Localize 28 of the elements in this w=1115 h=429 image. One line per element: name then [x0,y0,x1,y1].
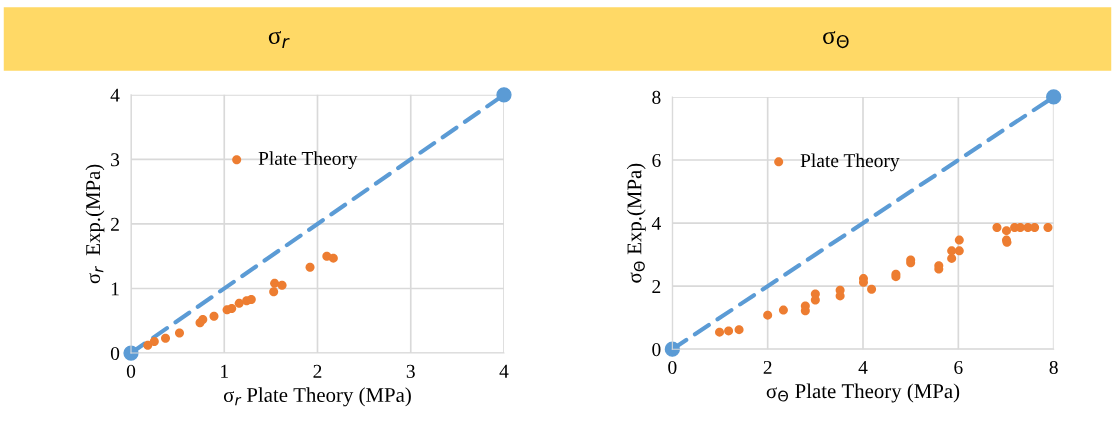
x-tick-label: 2 [763,360,772,374]
x-tick-label: 3 [406,364,415,378]
y-tick-label: 6 [652,153,661,167]
y-tick-label: 3 [111,153,120,167]
y-tick-label: 2 [111,217,119,231]
x-tick-label: 4 [858,361,868,374]
y-tick-label: 4 [651,217,661,230]
x-tick-label: 8 [1049,360,1058,374]
y-axis-title: σ$_{Θ}$ Exp.(MPa) [626,163,646,283]
chart-title: σ$_{Θ}$ [823,31,849,49]
legend-label: Plate Theory [800,153,900,172]
legend-label: Plate Theory [258,151,358,169]
x-tick-label: 0 [668,360,677,374]
y-tick-label: 0 [110,346,120,360]
x-tick-label: 4 [499,364,509,378]
y-tick-label: 8 [652,90,661,104]
x-tick-label: 0 [126,364,136,378]
y-tick-label: 0 [652,343,661,357]
y-tick-label: 4 [110,88,120,102]
y-axis-title: σ$_{r}$ Exp.(MPa) [85,164,105,284]
x-axis-title: σ$_{Θ}$ Plate Theory (MPa) [766,383,960,403]
x-axis-title: σ$_{r}$ Plate Theory (MPa) [223,387,411,407]
y-tick-label: 1 [111,282,119,296]
x-tick-label: 1 [221,364,228,378]
x-tick-label: 6 [954,360,963,374]
x-tick-label: 2 [313,364,322,378]
chart-title: σ$_{r}$ [268,31,290,48]
y-tick-label: 2 [652,280,661,293]
